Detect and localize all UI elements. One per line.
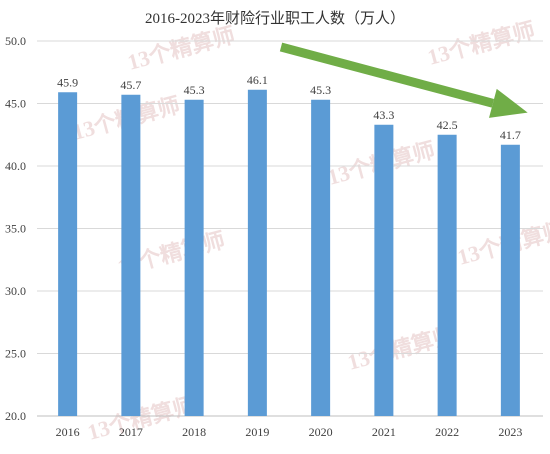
bar (184, 99, 204, 416)
bar (500, 144, 520, 416)
trend-arrow-head (489, 88, 528, 118)
y-tick-label: 35.0 (5, 222, 26, 236)
bar (58, 92, 78, 416)
bar-series (58, 89, 520, 416)
y-tick-label: 40.0 (5, 159, 26, 173)
x-tick-label: 2017 (119, 425, 143, 439)
data-label: 42.5 (437, 118, 458, 132)
bar (121, 94, 141, 416)
data-label: 46.1 (247, 73, 268, 87)
data-label: 41.7 (500, 128, 521, 142)
x-tick-label: 2018 (182, 425, 206, 439)
chart-title: 2016-2023年财险行业职工人数（万人） (145, 11, 405, 27)
data-label: 45.3 (184, 83, 205, 97)
y-tick-label: 30.0 (5, 284, 26, 298)
x-tick-label: 2023 (498, 425, 522, 439)
bar (437, 134, 457, 416)
data-label: 43.3 (373, 108, 394, 122)
trend-arrow-shaft (279, 42, 495, 108)
watermark-layer: 13个精算师13个精算师13个精算师13个精算师13个精算师13个精算师13个精… (70, 17, 550, 445)
x-tick-label: 2021 (372, 425, 396, 439)
watermark-text: 13个精算师 (425, 17, 538, 70)
y-tick-label: 45.0 (5, 97, 26, 111)
x-tick-label: 2020 (309, 425, 333, 439)
y-tick-label: 50.0 (5, 34, 26, 48)
bar (374, 124, 394, 416)
trend-arrow-annotation (279, 42, 528, 118)
y-tick-label: 25.0 (5, 347, 26, 361)
gridlines (37, 40, 543, 417)
x-tick-label: 2019 (245, 425, 269, 439)
data-label: 45.7 (120, 78, 141, 92)
data-label: 45.9 (57, 75, 78, 89)
bar (311, 99, 331, 416)
bar (247, 89, 267, 416)
x-tick-label: 2022 (435, 425, 459, 439)
y-axis: 20.0 25.0 30.0 35.0 40.0 45.0 50.0 (5, 34, 26, 423)
x-axis: 2016 2017 2018 2019 2020 2021 2022 2023 (56, 425, 523, 439)
data-labels: 45.9 45.7 45.3 46.1 45.3 43.3 42.5 41.7 (57, 73, 521, 142)
x-tick-label: 2016 (56, 425, 80, 439)
y-tick-label: 20.0 (5, 409, 26, 423)
watermark-text: 13个精算师 (125, 22, 238, 75)
data-label: 45.3 (310, 83, 331, 97)
